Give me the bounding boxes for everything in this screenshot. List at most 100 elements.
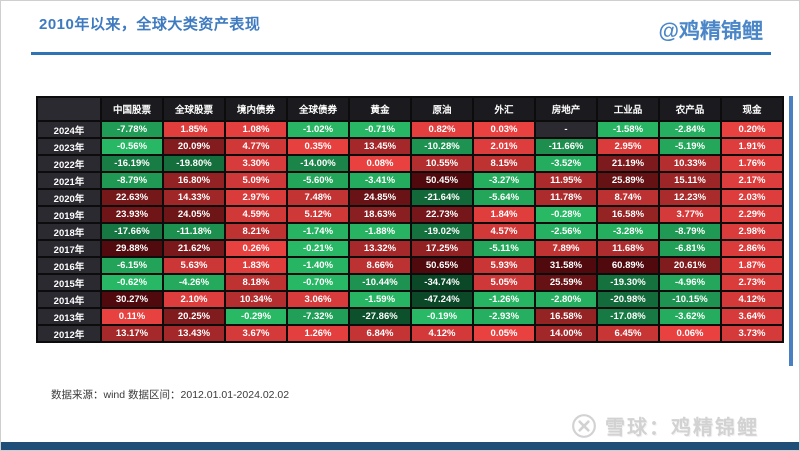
return-cell: 4.12%	[720, 290, 784, 309]
table-row: 2013年 0.11% 20.25% -0.29% -7.32% -27.86% -0.19…	[36, 307, 784, 326]
return-cell: 0.08%	[348, 154, 412, 173]
return-cell: 2.10%	[162, 290, 226, 309]
table-row: 2014年 30.27% 2.10% 10.34% 3.06% -1.59% -47.24%…	[36, 290, 784, 309]
return-cell: -0.19%	[410, 307, 474, 326]
return-cell: -0.28%	[534, 205, 598, 224]
return-cell: -1.88%	[348, 222, 412, 241]
return-cell: 12.23%	[658, 188, 722, 207]
return-cell: 10.55%	[410, 154, 474, 173]
return-cell: -0.56%	[100, 137, 164, 156]
table-row: 2024年 -7.78% 1.85% 1.08% -1.02% -0.71% 0.82% 0.…	[36, 120, 784, 139]
return-cell: 2.01%	[472, 137, 536, 156]
return-cell: 13.45%	[348, 137, 412, 156]
return-cell: -19.30%	[596, 273, 660, 292]
table-row: 2012年 13.17% 13.43% 3.67% 1.26% 6.84% 4.12% 0.0…	[36, 324, 784, 343]
year-cell: 2016年	[36, 256, 102, 275]
return-cell: -10.28%	[410, 137, 474, 156]
return-cell: -1.59%	[348, 290, 412, 309]
return-cell: -1.40%	[286, 256, 350, 275]
asset-returns-table: 中国股票 全球股票 境内债券 全球债券 黄金 原油 外汇 房地产 工业品 农产品 现金 2024年 -…	[36, 96, 784, 343]
return-cell: -1.74%	[286, 222, 350, 241]
table-row: 2017年 29.88% 21.62% 0.26% -0.21% 13.32% 17.25%…	[36, 239, 784, 258]
return-cell: -11.66%	[534, 137, 598, 156]
return-cell: -11.18%	[162, 222, 226, 241]
return-cell: -5.60%	[286, 171, 350, 190]
return-cell: 2.95%	[596, 137, 660, 156]
return-cell: 22.73%	[410, 205, 474, 224]
column-header: 中国股票	[100, 96, 164, 122]
return-cell: 3.06%	[286, 290, 350, 309]
return-cell: 6.84%	[348, 324, 412, 343]
return-cell: 4.77%	[224, 137, 288, 156]
return-cell: -2.80%	[534, 290, 598, 309]
return-cell: 14.33%	[162, 188, 226, 207]
return-cell: 8.66%	[348, 256, 412, 275]
year-cell: 2019年	[36, 205, 102, 224]
year-cell: 2021年	[36, 171, 102, 190]
return-cell: 10.34%	[224, 290, 288, 309]
return-cell: 20.09%	[162, 137, 226, 156]
return-cell: -8.79%	[100, 171, 164, 190]
watermark-text: 雪球：鸡精锦鲤	[605, 417, 759, 439]
year-column-header	[36, 96, 102, 122]
return-cell: -1.26%	[472, 290, 536, 309]
return-cell: 13.17%	[100, 324, 164, 343]
return-cell: 15.11%	[658, 171, 722, 190]
return-cell: -2.93%	[472, 307, 536, 326]
return-cell: 8.21%	[224, 222, 288, 241]
return-cell: -4.96%	[658, 273, 722, 292]
return-cell: 1.26%	[286, 324, 350, 343]
right-accent-stripe	[789, 96, 793, 366]
return-cell: 8.74%	[596, 188, 660, 207]
return-cell: 3.67%	[224, 324, 288, 343]
return-cell: 50.45%	[410, 171, 474, 190]
return-cell: 1.85%	[162, 120, 226, 139]
return-cell: 25.59%	[534, 273, 598, 292]
return-cell: -3.27%	[472, 171, 536, 190]
year-cell: 2012年	[36, 324, 102, 343]
return-cell: -4.26%	[162, 273, 226, 292]
return-cell: -	[534, 120, 598, 139]
return-cell: 11.78%	[534, 188, 598, 207]
return-cell: 7.48%	[286, 188, 350, 207]
return-cell: -0.29%	[224, 307, 288, 326]
return-cell: 2.97%	[224, 188, 288, 207]
table-row: 2015年 -0.62% -4.26% 8.18% -0.70% -10.44% -34.7…	[36, 273, 784, 292]
return-cell: -47.24%	[410, 290, 474, 309]
table-row: 2019年 23.93% 24.05% 4.59% 5.12% 18.63% 22.73% 1…	[36, 205, 784, 224]
return-cell: 0.82%	[410, 120, 474, 139]
return-cell: 1.84%	[472, 205, 536, 224]
return-cell: 0.05%	[472, 324, 536, 343]
column-header: 农产品	[658, 96, 722, 122]
return-cell: 20.25%	[162, 307, 226, 326]
return-cell: 22.63%	[100, 188, 164, 207]
return-cell: -6.81%	[658, 239, 722, 258]
return-cell: 0.35%	[286, 137, 350, 156]
return-cell: 23.93%	[100, 205, 164, 224]
return-cell: -0.71%	[348, 120, 412, 139]
return-cell: 25.89%	[596, 171, 660, 190]
return-cell: -1.58%	[596, 120, 660, 139]
return-cell: 2.73%	[720, 273, 784, 292]
return-cell: 0.26%	[224, 239, 288, 258]
return-cell: 5.09%	[224, 171, 288, 190]
return-cell: 18.63%	[348, 205, 412, 224]
xueqiu-logo-icon	[571, 413, 597, 439]
return-cell: 1.08%	[224, 120, 288, 139]
return-cell: -16.19%	[100, 154, 164, 173]
return-cell: -14.00%	[286, 154, 350, 173]
year-cell: 2023年	[36, 137, 102, 156]
return-cell: -0.70%	[286, 273, 350, 292]
return-cell: -5.64%	[472, 188, 536, 207]
return-cell: 1.76%	[720, 154, 784, 173]
table-header-row: 中国股票 全球股票 境内债券 全球债券 黄金 原油 外汇 房地产 工业品 农产品 现金	[36, 96, 784, 122]
return-cell: 21.19%	[596, 154, 660, 173]
return-cell: -3.28%	[596, 222, 660, 241]
return-cell: -0.62%	[100, 273, 164, 292]
return-cell: -7.32%	[286, 307, 350, 326]
return-cell: 3.77%	[658, 205, 722, 224]
year-cell: 2020年	[36, 188, 102, 207]
return-cell: 7.89%	[534, 239, 598, 258]
return-cell: 2.17%	[720, 171, 784, 190]
return-cell: 21.62%	[162, 239, 226, 258]
